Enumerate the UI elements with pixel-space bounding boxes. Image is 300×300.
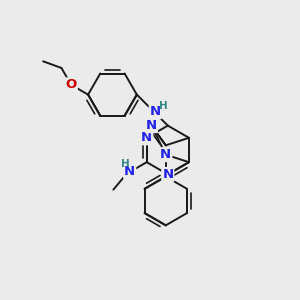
- Text: N: N: [146, 119, 157, 132]
- Text: O: O: [66, 78, 77, 92]
- Text: N: N: [141, 131, 152, 144]
- Text: N: N: [150, 105, 161, 118]
- Text: N: N: [162, 168, 173, 181]
- Text: H: H: [121, 159, 130, 169]
- Text: N: N: [124, 165, 135, 178]
- Text: H: H: [159, 101, 168, 111]
- Text: N: N: [160, 148, 171, 161]
